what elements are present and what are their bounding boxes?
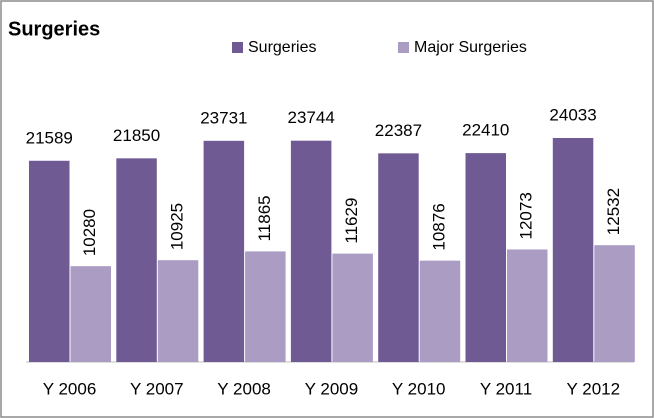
bar (465, 153, 506, 362)
data-label: 10925 (168, 203, 187, 250)
data-label: 12532 (604, 188, 623, 235)
legend-swatch (232, 42, 243, 53)
bar (245, 251, 286, 362)
legend-swatch (398, 42, 409, 53)
bar (157, 260, 199, 362)
bar (332, 253, 373, 362)
data-label: 21850 (113, 126, 160, 145)
bar (507, 249, 548, 362)
x-tick-label: Y 2012 (567, 379, 621, 398)
bar (552, 138, 594, 362)
data-label: 10280 (80, 209, 99, 256)
x-tick-label: Y 2006 (43, 379, 97, 398)
bar (378, 153, 419, 362)
data-label: 23744 (288, 108, 335, 127)
bar (29, 160, 70, 362)
legend-label: Major Surgeries (414, 39, 527, 56)
x-tick-label: Y 2010 (392, 379, 446, 398)
x-tick-label: Y 2011 (480, 379, 532, 398)
data-label: 22387 (375, 121, 422, 140)
chart-title: Surgeries (8, 18, 100, 40)
data-label: 24033 (549, 105, 596, 124)
data-label: 21589 (26, 128, 73, 147)
legend-label: Surgeries (248, 39, 316, 56)
bar (203, 140, 245, 362)
x-tick-label: Y 2008 (217, 379, 271, 398)
x-tick-label: Y 2007 (130, 379, 184, 398)
data-label: 22410 (462, 121, 509, 140)
bar (116, 158, 157, 362)
data-label: 11629 (342, 198, 361, 244)
bar (419, 260, 461, 362)
data-label: 23731 (200, 108, 247, 127)
data-label: 11865 (255, 195, 274, 241)
bar (290, 140, 332, 362)
x-tick-label: Y 2009 (305, 379, 359, 398)
bar (70, 266, 111, 362)
bar (594, 245, 635, 362)
data-label: 12073 (517, 192, 536, 239)
data-label: 10876 (429, 203, 448, 250)
